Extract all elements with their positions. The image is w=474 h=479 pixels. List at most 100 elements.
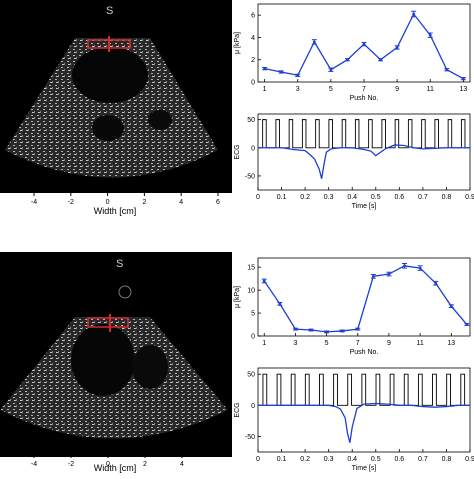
data-point: [379, 58, 382, 62]
ytick-label: 50: [247, 372, 255, 379]
data-point: [262, 279, 266, 283]
data-point: [356, 327, 360, 331]
echo-xtick-label: -2: [68, 199, 74, 206]
bottom-ecg-chart: 0 0.1 0.2 0.3 0.4 0.5 0.6 0.7 0.8 0.9 50 0 -50 Time […: [234, 367, 474, 472]
data-point: [325, 330, 328, 334]
data-point: [428, 33, 432, 37]
push-pulse-train: [258, 373, 470, 406]
data-point: [309, 328, 313, 332]
echo-xtick-label: -4: [31, 461, 37, 468]
xtick-label: 7: [356, 340, 360, 347]
echo-xtick-label: 4: [179, 199, 183, 206]
xtick-label: 0.6: [394, 456, 404, 463]
echo-xtick-label: -4: [31, 199, 37, 206]
echo-chamber: [71, 324, 135, 396]
echo-sector: [5, 38, 218, 178]
xtick-label: 0.7: [418, 456, 428, 463]
data-point: [296, 73, 300, 77]
xtick-label: 1: [262, 340, 266, 347]
echo-xtick-label: -2: [68, 461, 74, 468]
xtick-label: 0.3: [324, 194, 334, 201]
ytick-label: 6: [251, 13, 255, 20]
data-point: [403, 264, 406, 268]
xtick-label: 13: [447, 340, 455, 347]
echo-chamber: [148, 110, 172, 130]
xtick-label: 3: [296, 86, 300, 93]
echo-chamber: [132, 345, 168, 389]
data-point: [395, 46, 399, 49]
ytick-label: 15: [247, 265, 255, 272]
xtick-label: 5: [329, 86, 333, 93]
plot-frame: [257, 367, 471, 453]
x-axis-label: Time [s]: [352, 203, 377, 210]
xtick-label: 0: [256, 456, 260, 463]
bottom-echo-image: S -4 -2 0 2 4 Width [cm]: [0, 252, 232, 473]
xtick-label: 13: [459, 86, 467, 93]
data-point: [312, 40, 316, 44]
data-point: [294, 327, 297, 331]
top-echo-panel: S -4 -2 0 2 4 6 Width [cm]: [0, 0, 232, 222]
echo-probe-artifact: [118, 285, 132, 299]
x-axis-label: Time [s]: [352, 465, 377, 472]
xtick-label: 0.8: [442, 194, 452, 201]
ytick-label: 5: [251, 311, 255, 318]
y-axis-label: ECG: [234, 402, 241, 417]
ecg-trace-line: [258, 144, 470, 179]
xtick-label: 0.9: [465, 194, 474, 201]
xtick-label: 0.9: [465, 456, 474, 463]
data-point: [445, 68, 449, 72]
xtick-label: 5: [325, 340, 329, 347]
y-axis-label: μ [kPa]: [234, 32, 241, 54]
xtick-label: 0.3: [324, 456, 334, 463]
data-point: [387, 272, 391, 276]
data-point: [340, 329, 344, 333]
ytick-label: 10: [247, 288, 255, 295]
echo-xtick-label: 2: [142, 199, 146, 206]
data-point: [346, 58, 349, 62]
bottom-echo-marker-label: S: [116, 258, 123, 270]
bottom-echo-panel: S -4 -2 0 2 4 Width [cm]: [0, 252, 232, 474]
echo-xtick-label: 0: [106, 461, 110, 468]
xtick-label: 1: [263, 86, 267, 93]
xtick-label: 0.4: [347, 456, 357, 463]
xtick-label: 9: [395, 86, 399, 93]
x-axis-label: Push No.: [350, 95, 379, 102]
xtick-label: 9: [387, 340, 391, 347]
ytick-label: 0: [251, 403, 255, 410]
ytick-label: 2: [251, 57, 255, 64]
plot-frame: [257, 257, 471, 337]
ecg-trace-line: [258, 402, 470, 443]
ytick-label: 4: [251, 35, 255, 42]
xtick-label: 11: [416, 340, 423, 347]
data-point: [449, 304, 453, 308]
data-point: [461, 77, 465, 81]
data-point: [465, 323, 469, 326]
xtick-label: 0.7: [418, 194, 428, 201]
xtick-label: 0.5: [371, 456, 381, 463]
xtick-label: 11: [427, 86, 434, 93]
xtick-label: 0.4: [347, 194, 357, 201]
push-region-marker: [87, 317, 129, 328]
data-point: [329, 68, 333, 72]
data-point: [279, 70, 283, 74]
echo-chamber: [92, 115, 124, 141]
y-axis-label: ECG: [234, 144, 241, 159]
echo-xtick-label: 0: [106, 199, 110, 206]
shear-modulus-series-line: [263, 265, 468, 333]
top-ecg-chart: 0 0.1 0.2 0.3 0.4 0.5 0.6 0.7 0.8 0.9 50 0 -50 Time […: [234, 113, 474, 210]
xtick-label: 0.1: [277, 456, 287, 463]
xtick-label: 0.8: [442, 456, 452, 463]
ytick-label: 0: [251, 334, 255, 341]
top-echo-image: S -4 -2 0 2 4 6 Width [cm]: [0, 0, 232, 216]
bottom-echo-xlabel: Width [cm]: [94, 463, 137, 473]
x-axis-label: Push No.: [350, 349, 379, 356]
xtick-label: 0.2: [300, 456, 310, 463]
echo-xtick-label: 2: [143, 461, 147, 468]
xtick-label: 7: [362, 86, 366, 93]
y-axis-label: μ [kPa]: [234, 286, 241, 308]
xtick-label: 0: [256, 194, 260, 201]
xtick-label: 0.2: [300, 194, 310, 201]
data-point: [278, 302, 282, 306]
